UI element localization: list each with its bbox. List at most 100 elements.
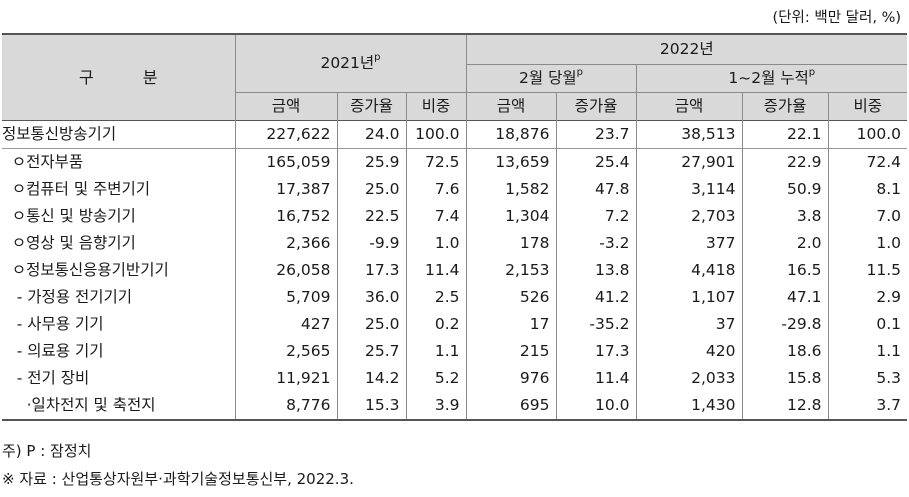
cell-acum: 3,114 bbox=[635, 176, 742, 203]
cell-s21: 3.9 bbox=[405, 392, 466, 420]
cell-a21: 26,058 bbox=[234, 257, 337, 284]
cell-g21: 25.0 bbox=[336, 176, 406, 203]
cell-gfeb: 23.7 bbox=[555, 120, 636, 149]
cell-scum: 2.9 bbox=[827, 284, 907, 311]
cell-acum: 377 bbox=[635, 230, 742, 257]
cell-s21: 100.0 bbox=[405, 120, 466, 149]
cell-scum: 8.1 bbox=[827, 176, 907, 203]
header-gubun: 구 분 bbox=[2, 34, 235, 121]
cell-acum: 27,901 bbox=[635, 148, 742, 176]
cell-a21: 17,387 bbox=[234, 176, 337, 203]
cell-scum: 11.5 bbox=[827, 257, 907, 284]
cell-afeb: 526 bbox=[465, 284, 556, 311]
cell-gcum: 50.9 bbox=[741, 176, 828, 203]
cell-s21: 72.5 bbox=[405, 148, 466, 176]
header-feb: 2월 당월p bbox=[465, 64, 636, 93]
cell-afeb: 1,304 bbox=[465, 203, 556, 230]
export-table: 구 분 2021년p 2022년 2월 당월p 1~2월 누적p 금액 증가율 … bbox=[2, 33, 907, 421]
cell-g21: 17.3 bbox=[336, 257, 406, 284]
cell-gcum: 47.1 bbox=[741, 284, 828, 311]
cell-afeb: 215 bbox=[465, 338, 556, 365]
table-body: 정보통신방송기기 227,622 24.0 100.0 18,876 23.7 38,513… bbox=[2, 120, 907, 420]
row-label: ㅇ영상 및 음향기기 bbox=[2, 234, 136, 252]
cell-s21: 11.4 bbox=[405, 257, 466, 284]
cell-scum: 0.1 bbox=[827, 311, 907, 338]
cell-acum: 1,107 bbox=[635, 284, 742, 311]
row-label: 정보통신방송기기 bbox=[2, 120, 235, 149]
cell-gcum: 22.1 bbox=[741, 120, 828, 149]
cell-g21: 15.3 bbox=[336, 392, 406, 420]
table-row: - 가정용 전기기기 5,709 36.0 2.5 526 41.2 1,107 47.1 2.… bbox=[2, 284, 907, 311]
cell-gcum: 16.5 bbox=[741, 257, 828, 284]
cell-gfeb: 17.3 bbox=[555, 338, 636, 365]
cell-scum: 100.0 bbox=[827, 120, 907, 149]
cell-afeb: 1,582 bbox=[465, 176, 556, 203]
cell-afeb: 695 bbox=[465, 392, 556, 420]
cell-gfeb: 10.0 bbox=[555, 392, 636, 420]
cell-s21: 2.5 bbox=[405, 284, 466, 311]
table-row: ㅇ컴퓨터 및 주변기기 17,387 25.0 7.6 1,582 47.8 3,114 50… bbox=[2, 176, 907, 203]
cell-g21: 25.9 bbox=[336, 148, 406, 176]
cell-gfeb: 25.4 bbox=[555, 148, 636, 176]
cell-gcum: 22.9 bbox=[741, 148, 828, 176]
cell-s21: 5.2 bbox=[405, 365, 466, 392]
cell-acum: 1,430 bbox=[635, 392, 742, 420]
cell-gcum: 15.8 bbox=[741, 365, 828, 392]
row-label: ㅇ컴퓨터 및 주변기기 bbox=[2, 180, 151, 198]
row-label: - 가정용 전기기기 bbox=[2, 288, 133, 306]
row-label: - 전기 장비 bbox=[2, 369, 90, 387]
header-2021: 2021년p bbox=[234, 34, 466, 93]
cell-a21: 427 bbox=[234, 311, 337, 338]
cell-g21: 25.0 bbox=[336, 311, 406, 338]
table-row: ㅇ영상 및 음향기기 2,366 -9.9 1.0 178 -3.2 377 2.0 1.0 bbox=[2, 230, 907, 257]
cell-gfeb: -3.2 bbox=[555, 230, 636, 257]
cell-a21: 11,921 bbox=[234, 365, 337, 392]
row-label: ㅇ정보통신응용기반기기 bbox=[2, 261, 169, 279]
cell-g21: 24.0 bbox=[336, 120, 406, 149]
table-row: 정보통신방송기기 227,622 24.0 100.0 18,876 23.7 38,513… bbox=[2, 120, 907, 149]
table-header: 구 분 2021년p 2022년 2월 당월p 1~2월 누적p 금액 증가율 … bbox=[2, 34, 907, 121]
cell-a21: 227,622 bbox=[234, 120, 337, 149]
cell-scum: 1.0 bbox=[827, 230, 907, 257]
cell-acum: 2,703 bbox=[635, 203, 742, 230]
cell-afeb: 976 bbox=[465, 365, 556, 392]
cell-s21: 1.1 bbox=[405, 338, 466, 365]
row-label: - 사무용 기기 bbox=[2, 315, 104, 333]
cell-acum: 38,513 bbox=[635, 120, 742, 149]
table-row: ㅇ정보통신응용기반기기 26,058 17.3 11.4 2,153 13.8 4,418 1… bbox=[2, 257, 907, 284]
header-share: 비중 bbox=[405, 92, 466, 121]
cell-s21: 0.2 bbox=[405, 311, 466, 338]
cell-gcum: 3.8 bbox=[741, 203, 828, 230]
table-row: - 사무용 기기 427 25.0 0.2 17 -35.2 37 -29.8 0.1 bbox=[2, 311, 907, 338]
cell-a21: 16,752 bbox=[234, 203, 337, 230]
cell-g21: 25.7 bbox=[336, 338, 406, 365]
cell-gcum: 2.0 bbox=[741, 230, 828, 257]
cell-a21: 5,709 bbox=[234, 284, 337, 311]
row-label: ㅇ통신 및 방송기기 bbox=[2, 207, 136, 225]
cell-a21: 8,776 bbox=[234, 392, 337, 420]
table-row: ㅇ전자부품 165,059 25.9 72.5 13,659 25.4 27,901 22.9… bbox=[2, 148, 907, 176]
cell-gcum: 18.6 bbox=[741, 338, 828, 365]
cell-scum: 5.3 bbox=[827, 365, 907, 392]
cell-acum: 37 bbox=[635, 311, 742, 338]
cell-afeb: 17 bbox=[465, 311, 556, 338]
cell-g21: 22.5 bbox=[336, 203, 406, 230]
cell-acum: 2,033 bbox=[635, 365, 742, 392]
cell-gcum: 12.8 bbox=[741, 392, 828, 420]
header-growth: 증가율 bbox=[555, 92, 636, 121]
header-share: 비중 bbox=[827, 92, 907, 121]
cell-gcum: -29.8 bbox=[741, 311, 828, 338]
cell-a21: 165,059 bbox=[234, 148, 337, 176]
row-label: ·일차전지 및 축전지 bbox=[2, 396, 156, 414]
cell-g21: -9.9 bbox=[336, 230, 406, 257]
header-growth: 증가율 bbox=[336, 92, 406, 121]
cell-afeb: 178 bbox=[465, 230, 556, 257]
table-row: - 전기 장비 11,921 14.2 5.2 976 11.4 2,033 15.8 5.3 bbox=[2, 365, 907, 392]
source-note: ※ 자료 : 산업통상자원부·과학기술정보통신부, 2022.3. bbox=[2, 470, 354, 488]
row-label: - 의료용 기기 bbox=[2, 342, 104, 360]
cell-s21: 1.0 bbox=[405, 230, 466, 257]
row-label: ㅇ전자부품 bbox=[2, 148, 235, 176]
cell-afeb: 2,153 bbox=[465, 257, 556, 284]
cell-gfeb: 11.4 bbox=[555, 365, 636, 392]
cell-scum: 1.1 bbox=[827, 338, 907, 365]
